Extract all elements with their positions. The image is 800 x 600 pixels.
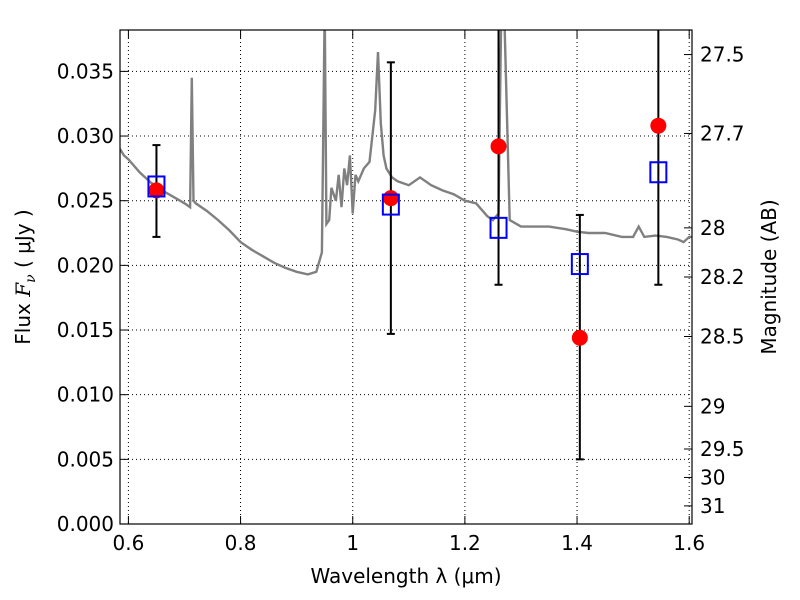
plot-frame xyxy=(119,29,693,525)
model-spectrum-line xyxy=(120,30,692,276)
y2-tick-label: 28 xyxy=(700,216,725,240)
observed-point xyxy=(148,182,165,199)
model-photometry-square xyxy=(381,193,400,216)
y-tick-label: 0.030 xyxy=(57,124,114,148)
y2-tick-label: 28.5 xyxy=(700,324,745,348)
model-photometry-square xyxy=(489,216,508,239)
y-axis-title-subscript: ν xyxy=(23,274,39,283)
x-tick-label: 1.6 xyxy=(673,531,705,555)
y-axis-title-unit: ( μJy ) xyxy=(11,209,35,274)
x-axis-title: Wavelength λ (μm) xyxy=(310,564,501,588)
plot-area xyxy=(120,30,692,461)
x-tick-label: 1.2 xyxy=(449,531,481,555)
y2-tick-label: 30 xyxy=(700,465,725,489)
y-axis-ticks: 0.000 0.005 0.010 0.015 0.020 0.025 0.030 0.035 xyxy=(57,59,128,536)
y-axis-title: Flux Fν ( μJy ) xyxy=(11,209,39,344)
y-tick-label: 0.010 xyxy=(57,383,114,407)
y2-axis-ticks: 27.5 27.7 28 28.2 28.5 29 29.5 30 31 xyxy=(684,43,745,518)
y2-tick-label: 27.7 xyxy=(700,121,745,145)
x-tick-label: 1.4 xyxy=(561,531,593,555)
grid-lines xyxy=(120,30,692,525)
y-tick-label: 0.035 xyxy=(57,59,114,83)
y-tick-label: 0.025 xyxy=(57,189,114,213)
x-tick-label: 1 xyxy=(346,531,359,555)
x-tick-label: 0.6 xyxy=(113,531,145,555)
y-tick-label: 0.015 xyxy=(57,318,114,342)
y2-axis-title: Magnitude (AB) xyxy=(757,199,781,354)
y-tick-label: 0.020 xyxy=(57,253,114,277)
y2-tick-label: 29.5 xyxy=(700,437,745,461)
observed-point xyxy=(490,138,507,155)
x-axis-ticks: 0.6 0.8 1 1.2 1.4 1.6 xyxy=(113,30,705,555)
model-photometry-square xyxy=(570,253,589,276)
model-photometry-square xyxy=(649,161,668,184)
model-photometry-squares xyxy=(147,161,668,276)
y-axis-title-symbol: F xyxy=(11,282,35,298)
model-photometry-square xyxy=(147,175,166,198)
y2-tick-label: 27.5 xyxy=(700,43,745,67)
observed-point xyxy=(382,190,399,207)
y-axis-title-main: Flux xyxy=(11,297,35,345)
observed-point xyxy=(571,329,588,346)
y-tick-label: 0.000 xyxy=(57,512,114,536)
observed-points xyxy=(148,117,667,346)
y2-tick-label: 31 xyxy=(700,494,725,518)
y2-tick-label: 29 xyxy=(700,394,725,418)
x-tick-label: 0.8 xyxy=(225,531,257,555)
y-tick-label: 0.005 xyxy=(57,447,114,471)
observed-point xyxy=(650,117,667,134)
y2-tick-label: 28.2 xyxy=(700,265,745,289)
